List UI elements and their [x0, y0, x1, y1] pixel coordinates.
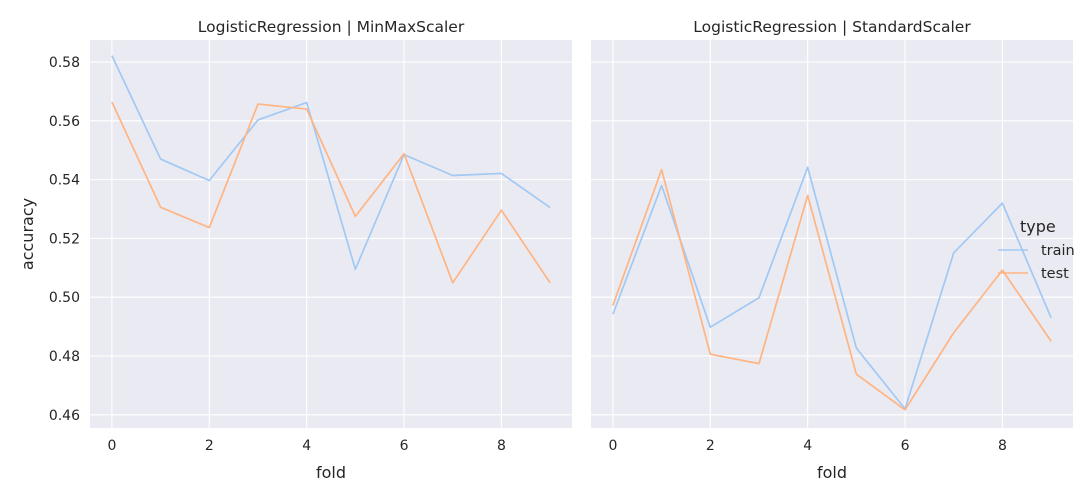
series-lines [612, 166, 1052, 411]
legend-label-test: test [1041, 266, 1069, 282]
facet-title: LogisticRegression | MinMaxScaler [198, 18, 465, 36]
x-tick-label: 2 [205, 438, 214, 454]
x-tick-labels: 0 2 4 6 8 [107, 438, 505, 454]
y-tick-label: 0.56 [49, 114, 80, 130]
x-tick-label: 4 [302, 438, 311, 454]
y-tick-label: 0.50 [49, 290, 80, 306]
series-line-test [111, 101, 551, 284]
x-tick-label: 2 [706, 438, 715, 454]
y-tick-label: 0.58 [49, 55, 80, 71]
plot-area [591, 40, 1073, 428]
series-line-test [612, 168, 1052, 411]
series-line-train [111, 55, 551, 271]
series-lines [111, 55, 551, 284]
y-tick-label: 0.48 [49, 349, 80, 365]
x-tick-label: 6 [400, 438, 409, 454]
x-tick-label: 8 [497, 438, 506, 454]
facet-minmaxscaler: 0 2 4 6 8 0.46 0.48 0.50 0.52 0.54 0.56 0.58 Logis… [18, 18, 572, 482]
y-axis-label: accuracy [18, 198, 37, 270]
x-axis-label: fold [316, 463, 346, 482]
x-tick-label: 0 [608, 438, 617, 454]
facet-title: LogisticRegression | StandardScaler [693, 18, 971, 36]
x-axis-label: fold [817, 463, 847, 482]
x-tick-label: 0 [107, 438, 116, 454]
y-tick-label: 0.46 [49, 408, 80, 424]
x-tick-label: 8 [998, 438, 1007, 454]
legend-title: type [1020, 217, 1056, 236]
plot-area [90, 40, 572, 428]
x-tick-label: 6 [901, 438, 910, 454]
facet-standardscaler: 0 2 4 6 8 LogisticRegression | StandardScale… [591, 18, 1073, 482]
y-tick-label: 0.54 [49, 173, 80, 189]
legend: type train test [998, 217, 1075, 282]
y-tick-labels: 0.46 0.48 0.50 0.52 0.54 0.56 0.58 [49, 55, 80, 424]
gridlines [591, 40, 1073, 428]
x-tick-labels: 0 2 4 6 8 [608, 438, 1006, 454]
legend-label-train: train [1041, 243, 1075, 259]
y-tick-label: 0.52 [49, 231, 80, 247]
series-line-train [612, 166, 1052, 410]
x-tick-label: 4 [803, 438, 812, 454]
